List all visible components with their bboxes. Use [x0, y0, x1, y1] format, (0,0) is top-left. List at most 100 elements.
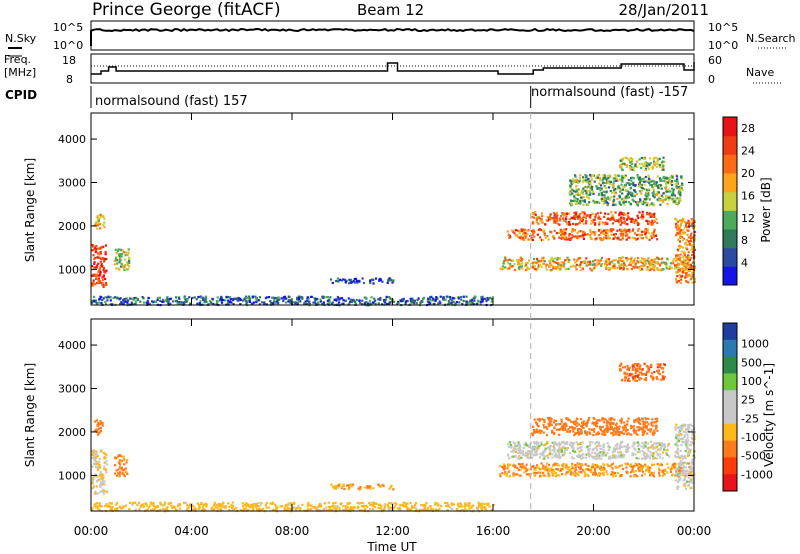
data-cell — [95, 485, 98, 488]
data-cell — [115, 474, 119, 477]
data-cell — [653, 215, 656, 218]
data-cell — [544, 223, 547, 226]
data-cell — [565, 228, 568, 231]
data-cell — [98, 484, 101, 487]
data-cell — [518, 232, 521, 235]
data-cell — [338, 506, 341, 509]
data-cell — [535, 262, 538, 265]
data-cell — [641, 215, 644, 218]
data-cell — [555, 467, 558, 471]
data-cell — [631, 373, 634, 376]
data-cell — [623, 203, 626, 206]
data-cell — [116, 507, 119, 510]
data-cell — [310, 508, 313, 511]
data-cell — [414, 507, 417, 510]
data-cell — [619, 190, 622, 193]
data-cell — [561, 234, 564, 237]
data-cell — [573, 199, 576, 203]
data-cell — [653, 196, 656, 199]
data-cell — [581, 422, 585, 425]
data-cell — [585, 192, 588, 195]
data-cell — [649, 430, 652, 433]
data-cell — [532, 465, 535, 468]
data-cell — [117, 472, 120, 475]
data-cell — [598, 223, 601, 226]
data-cell — [539, 219, 542, 222]
data-cell — [551, 441, 554, 444]
data-cell — [576, 223, 579, 226]
data-cell — [166, 300, 169, 303]
data-cell — [617, 433, 620, 436]
data-cell — [349, 483, 352, 486]
data-cell — [149, 504, 152, 507]
data-cell — [646, 202, 649, 205]
data-cell — [602, 444, 605, 447]
data-cell — [632, 219, 635, 223]
data-cell — [166, 506, 169, 509]
data-cell — [669, 265, 672, 268]
data-cell — [310, 504, 313, 507]
data-cell — [527, 473, 530, 476]
data-cell — [392, 488, 395, 491]
data-cell — [405, 504, 408, 507]
data-cell — [624, 234, 628, 237]
data-cell — [380, 303, 384, 306]
data-cell — [572, 229, 575, 232]
data-cell — [629, 261, 632, 264]
data-cell — [96, 227, 99, 230]
data-cell — [686, 233, 689, 236]
data-cell — [569, 238, 572, 241]
data-cell — [602, 173, 605, 177]
data-cell — [618, 200, 621, 203]
data-cell — [551, 429, 554, 432]
data-cell — [641, 373, 644, 376]
data-cell — [436, 297, 439, 300]
data-cell — [512, 475, 515, 478]
data-cell — [126, 253, 129, 257]
data-cell — [637, 450, 640, 453]
data-cell — [91, 508, 94, 511]
data-cell — [539, 475, 542, 478]
data-cell — [580, 196, 583, 199]
data-cell — [297, 504, 300, 507]
data-cell — [599, 217, 602, 221]
data-cell — [575, 455, 579, 458]
data-cell — [580, 235, 584, 238]
data-cell — [459, 502, 462, 505]
data-cell — [385, 295, 388, 298]
data-cell — [97, 433, 100, 436]
data-cell — [543, 444, 547, 447]
data-cell — [618, 238, 621, 241]
data-cell — [687, 240, 690, 243]
data-cell — [595, 457, 598, 461]
data-cell — [573, 470, 576, 473]
data-cell — [520, 235, 523, 238]
data-cell — [649, 261, 652, 264]
data-cell — [118, 473, 121, 476]
data-cell — [574, 432, 577, 435]
data-cell — [96, 223, 100, 227]
data-cell — [98, 508, 101, 511]
data-cell — [638, 443, 641, 446]
data-cell — [584, 217, 587, 220]
data-cell — [591, 441, 594, 444]
data-cell — [690, 232, 693, 235]
data-cell — [600, 457, 603, 460]
data-cell — [594, 238, 597, 241]
data-cell — [99, 420, 102, 423]
data-cell — [106, 299, 109, 302]
data-cell — [115, 256, 118, 259]
data-cell — [573, 467, 576, 470]
data-cell — [591, 212, 594, 215]
data-cell — [149, 501, 152, 504]
data-cell — [651, 260, 654, 263]
data-cell — [618, 202, 621, 205]
data-cell — [245, 296, 248, 300]
data-cell — [91, 301, 94, 304]
data-cell — [625, 259, 628, 262]
data-cell — [607, 421, 610, 424]
data-cell — [603, 199, 606, 202]
data-cell — [681, 182, 684, 185]
data-cell — [388, 502, 391, 505]
data-cell — [522, 452, 525, 455]
